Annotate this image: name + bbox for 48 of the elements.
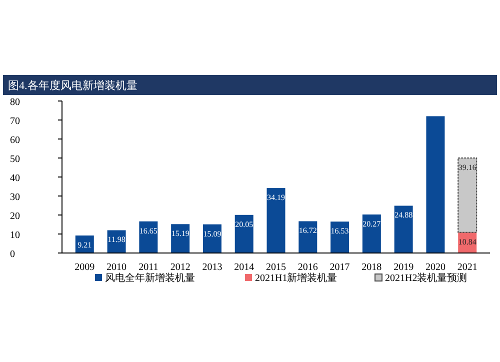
data-label: 39.16 [458,163,476,172]
y-tick-label: 20 [10,211,20,222]
y-tick-label: 40 [10,173,20,184]
bar [234,214,254,253]
bar [330,222,350,253]
bar [458,158,478,233]
x-tick-label: 2009 [74,262,95,273]
bar [298,221,318,253]
data-label: 9.21 [78,240,92,250]
x-tick-label: 2019 [394,262,414,273]
legend-label: 2021H1新增装机量 [255,272,338,284]
data-label: 20.27 [362,219,381,228]
x-tick-label: 2018 [362,262,382,273]
y-tick-label: 0 [10,249,15,260]
x-tick-label: 2013 [202,262,222,273]
bar [266,188,286,253]
data-label: 16.65 [139,226,158,236]
data-label: 16.53 [330,226,349,236]
data-label: 15.09 [203,229,222,238]
x-tick-label: 2011 [138,262,158,273]
x-tick-label: 2016 [298,262,318,273]
x-tick-label: 2015 [266,262,286,273]
y-tick-label: 10 [10,230,20,241]
x-tick-label: 2021 [457,262,478,273]
x-tick-label: 2017 [330,262,350,273]
data-label: 10.84 [458,237,476,246]
bar [426,116,445,253]
x-tick-label: 2014 [234,262,254,273]
data-label: 20.05 [235,220,254,229]
data-label: 34.19 [267,193,285,202]
y-tick-label: 60 [10,135,20,146]
y-tick-label: 50 [10,154,20,165]
data-label: 16.72 [298,226,317,236]
legend-label: 风电全年新增装机量 [105,272,195,284]
chart-title: 图4.各年度风电新增装机量 [8,79,138,92]
x-tick-label: 2010 [106,262,127,273]
x-tick-label: 2020 [425,262,446,273]
bar [394,206,413,253]
bar [362,214,381,253]
data-label: 15.19 [171,229,190,238]
y-tick-label: 70 [10,116,20,127]
x-tick-label: 2012 [170,262,190,273]
data-label: 24.88 [394,210,413,220]
y-tick-label: 80 [10,97,20,108]
y-tick-label: 30 [10,192,20,203]
bar [171,224,190,253]
legend-label: 2021H2装机量预测 [385,272,468,284]
data-label: 11.98 [108,235,126,244]
